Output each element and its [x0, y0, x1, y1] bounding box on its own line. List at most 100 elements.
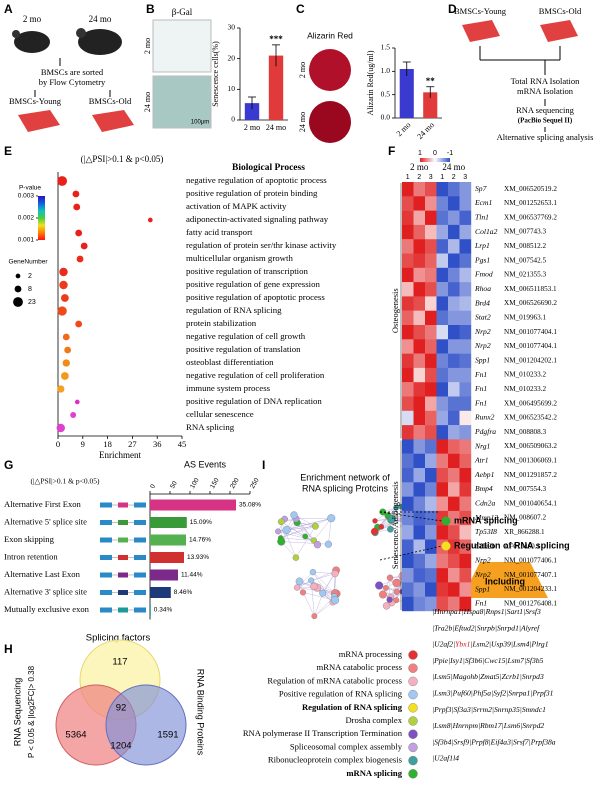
- gene-name: Fn1: [474, 370, 487, 379]
- venn-right: [106, 685, 186, 765]
- gene: U2af2: [434, 639, 453, 648]
- label: (|△PSI|>0.1 & p<0.05): [31, 477, 100, 486]
- heat-cell: [437, 482, 449, 497]
- heat-cell: [414, 511, 426, 526]
- heat-cell: [460, 282, 472, 297]
- node: [294, 585, 300, 591]
- heat-cell: [448, 482, 460, 497]
- y-tick-label: 30: [228, 23, 236, 32]
- gene: Sf3b4: [434, 737, 452, 746]
- gene: Magohb: [452, 672, 479, 681]
- x-tick-label: 9: [81, 439, 85, 449]
- heat-cell: [460, 382, 472, 397]
- heat-cell: [437, 354, 449, 369]
- x-tick-label: 250: [249, 477, 261, 490]
- heat-cell: [425, 382, 437, 397]
- gene-name: Nrp2: [474, 556, 491, 565]
- heat-cell: [460, 196, 472, 211]
- label: (PacBio Sequel II): [518, 117, 573, 125]
- gene-line: |U2af1l4: [432, 753, 459, 762]
- gene: Zcrb1: [502, 672, 520, 681]
- size-key-label: 23: [28, 299, 36, 306]
- colorbar-label: -1: [447, 150, 453, 157]
- x-tick-label: 100: [189, 477, 201, 490]
- exon: [100, 573, 112, 578]
- gene: Prpf3: [433, 705, 452, 714]
- y-tick-label: 0: [231, 115, 235, 124]
- exon: [118, 608, 128, 613]
- heat-cell: [437, 182, 449, 197]
- heat-cell: [402, 354, 414, 369]
- y-tick-label: 1.0: [381, 66, 391, 75]
- bubble: [75, 230, 82, 237]
- x-tick-label: 36: [153, 439, 162, 449]
- heat-cell: [425, 339, 437, 354]
- gene-line: |Lsm3|Puf60|Phf5a|Syf2|Snrpa1|Prpf31: [432, 688, 553, 697]
- gene-name: Tln1: [475, 213, 489, 222]
- x-tick-label: 24 mo: [415, 120, 436, 141]
- event-label: Alternative 3' splice site: [4, 586, 87, 596]
- exon: [100, 538, 112, 543]
- column-label: 3: [429, 174, 433, 181]
- node: [393, 579, 401, 587]
- size-key-label: 2: [28, 273, 32, 280]
- heat-cell: [402, 282, 414, 297]
- node: [310, 569, 316, 575]
- accession: NM_008808.3: [504, 428, 547, 436]
- heat-cell: [425, 439, 437, 454]
- event-label: Alternative Last Exon: [4, 569, 81, 579]
- heat-cell: [414, 525, 426, 540]
- gene-name: Tp53I8: [475, 527, 497, 536]
- panel-label: I: [262, 458, 265, 472]
- heat-cell: [460, 268, 472, 283]
- label: Alizarin Red: [307, 30, 353, 40]
- heat-cell: [414, 597, 426, 612]
- gene-line: |Prpf3|Sf3a3|Srrm2|Snrnp35|Smndc1: [432, 705, 546, 714]
- term-label: protein stabilization: [186, 318, 257, 328]
- share-label: 13.93%: [187, 554, 209, 561]
- exon: [134, 503, 146, 508]
- heat-cell: [425, 225, 437, 240]
- legend-swatch: [409, 730, 418, 739]
- heat-cell: [448, 254, 460, 269]
- edge: [314, 593, 322, 616]
- heat-cell: [437, 411, 449, 426]
- label: Alternative splicing analysis: [497, 132, 594, 142]
- node: [325, 541, 332, 548]
- label: RNA sequencing: [516, 105, 575, 115]
- heat-cell: [402, 296, 414, 311]
- heat-cell: [437, 296, 449, 311]
- heat-cell: [402, 211, 414, 226]
- heat-cell: [448, 368, 460, 383]
- legend-swatch: [409, 677, 418, 686]
- gene-name: Runx2: [474, 413, 495, 422]
- node: [319, 590, 326, 597]
- venn-count: 1591: [157, 730, 178, 741]
- node: [290, 512, 297, 519]
- y-tick-label: 0.5: [381, 89, 391, 98]
- gene: Rnps1: [485, 607, 505, 616]
- bubble: [73, 204, 80, 211]
- heat-cell: [425, 540, 437, 555]
- label: BMSCs-Young: [9, 96, 62, 106]
- exon: [100, 608, 112, 613]
- heat-cell: [402, 468, 414, 483]
- exon: [118, 573, 128, 578]
- legend-swatch: [409, 769, 418, 778]
- gene-line: |Hnrnpa1|Hspa8|Rnps1|Sart1|Srsf3: [432, 607, 541, 616]
- column-label: 2: [417, 174, 421, 181]
- x-tick-label: 27: [128, 439, 137, 449]
- gene: Prpf31: [531, 688, 553, 697]
- x-tick-label: 150: [209, 477, 221, 490]
- node: [278, 519, 284, 525]
- share-label: 14.76%: [189, 537, 211, 544]
- gene: Plrg1: [531, 639, 549, 648]
- heat-cell: [402, 268, 414, 283]
- node: [296, 578, 303, 585]
- heat-cell: [448, 268, 460, 283]
- term-label: mRNA splicing: [454, 515, 518, 525]
- gene: Snrnp35: [494, 705, 520, 714]
- heat-cell: [402, 368, 414, 383]
- exon: [118, 503, 128, 508]
